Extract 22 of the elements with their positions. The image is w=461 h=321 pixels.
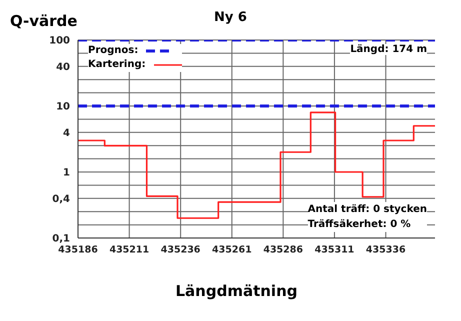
y-tick-label: 40 [56, 62, 70, 73]
x-tick-label: 435186 [58, 244, 98, 256]
y-tick-label: 0,1 [52, 234, 70, 245]
annotation: Antal träff: 0 stycken [308, 203, 427, 217]
x-axis-title: Längdmätning [174, 282, 298, 300]
x-tick-label: 435236 [160, 244, 201, 256]
x-tick-label: 435261 [212, 244, 252, 256]
y-tick-label: 100 [49, 36, 70, 47]
x-tick-label: 435311 [314, 244, 354, 256]
legend-label: Prognos: [88, 44, 138, 58]
x-tick-label: 435286 [263, 244, 304, 256]
legend-label: Kartering: [88, 58, 146, 72]
x-tick-label: 435211 [109, 244, 150, 256]
y-tick-label: 10 [56, 102, 70, 113]
y-tick-label: 4 [63, 128, 70, 139]
y-tick-label: 1 [63, 168, 70, 179]
y-axis-title: Q-värde [10, 12, 78, 30]
annotation: Träffsäkerhet: 0 % [308, 218, 412, 232]
chart-title: Ny 6 [214, 10, 247, 25]
annotation: Längd: 174 m [350, 44, 427, 55]
x-tick-label: 435336 [366, 244, 406, 256]
y-tick-label: 0,4 [52, 194, 70, 205]
